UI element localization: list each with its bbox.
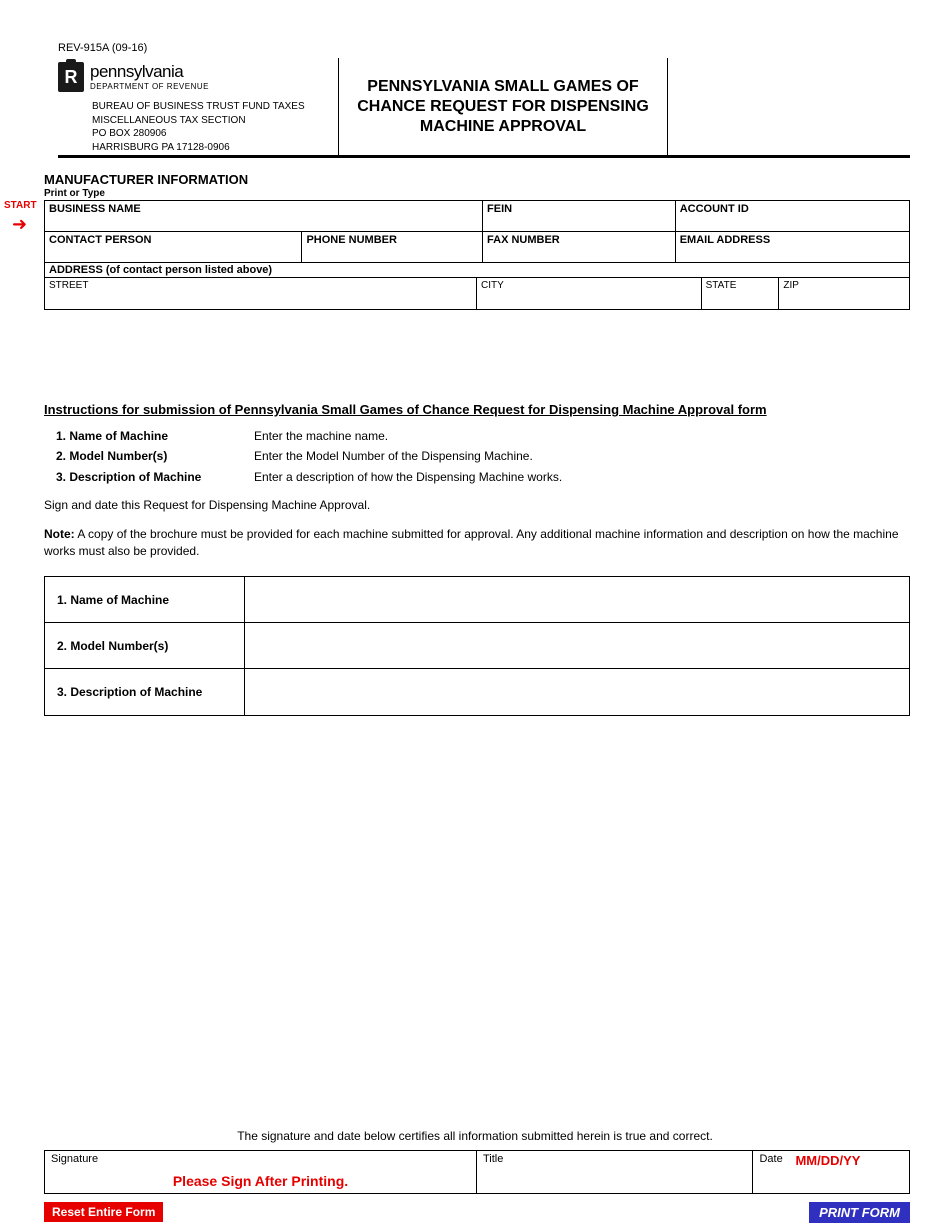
bureau-line: PO BOX 280906 — [92, 127, 305, 141]
department-name: DEPARTMENT OF REVENUE — [90, 82, 209, 91]
note-label: Note: — [44, 527, 75, 541]
note-block: Note: A copy of the brochure must be pro… — [44, 526, 910, 561]
logo-text: pennsylvania DEPARTMENT OF REVENUE — [90, 62, 209, 91]
sign-date-line: Sign and date this Request for Dispensin… — [44, 498, 370, 512]
instruction-text: Enter the Model Number of the Dispensing… — [254, 446, 533, 466]
fein-field[interactable]: FEIN — [483, 201, 676, 232]
start-arrow-icon: ➜ — [12, 214, 27, 235]
form-title: PENNSYLVANIA SMALL GAMES OF CHANCE REQUE… — [338, 58, 668, 156]
note-text: A copy of the brochure must be provided … — [44, 527, 899, 558]
signature-table: Signature Please Sign After Printing. Ti… — [44, 1150, 910, 1194]
machine-row: 2. Model Number(s) — [45, 623, 909, 669]
email-field[interactable]: EMAIL ADDRESS — [676, 232, 909, 263]
title-label: Title — [483, 1153, 503, 1165]
print-or-type-label: Print or Type — [44, 188, 105, 199]
instruction-text: Enter a description of how the Dispensin… — [254, 467, 562, 487]
header-block: R pennsylvania DEPARTMENT OF REVENUE BUR… — [58, 58, 910, 158]
bureau-line: HARRISBURG PA 17128-0906 — [92, 141, 305, 155]
instruction-label: 1. Name of Machine — [56, 426, 254, 446]
address-header: ADDRESS (of contact person listed above) — [45, 263, 909, 278]
certification-line: The signature and date below certifies a… — [0, 1129, 950, 1143]
date-placeholder: MM/DD/YY — [795, 1153, 860, 1168]
instructions-list: 1. Name of Machine Enter the machine nam… — [56, 426, 562, 487]
instruction-row: 3. Description of Machine Enter a descri… — [56, 467, 562, 487]
state-field[interactable]: STATE — [702, 278, 780, 309]
date-field[interactable]: Date MM/DD/YY — [753, 1151, 909, 1193]
instruction-row: 1. Name of Machine Enter the machine nam… — [56, 426, 562, 446]
bureau-line: BUREAU OF BUSINESS TRUST FUND TAXES — [92, 100, 305, 114]
form-id: REV-915A (09-16) — [58, 42, 147, 54]
instructions-title: Instructions for submission of Pennsylva… — [44, 402, 767, 417]
sign-after-printing: Please Sign After Printing. — [45, 1173, 476, 1189]
manufacturer-info-table: BUSINESS NAME FEIN ACCOUNT ID CONTACT PE… — [44, 200, 910, 310]
machine-row: 3. Description of Machine — [45, 669, 909, 715]
logo-area: R pennsylvania DEPARTMENT OF REVENUE — [58, 62, 209, 92]
description-field[interactable] — [245, 669, 909, 715]
instruction-label: 2. Model Number(s) — [56, 446, 254, 466]
description-label: 3. Description of Machine — [45, 669, 245, 715]
model-number-field[interactable] — [245, 623, 909, 668]
model-number-label: 2. Model Number(s) — [45, 623, 245, 668]
bureau-address: BUREAU OF BUSINESS TRUST FUND TAXES MISC… — [92, 100, 305, 154]
date-label: Date — [759, 1153, 782, 1165]
section-heading: MANUFACTURER INFORMATION — [44, 172, 248, 187]
zip-field[interactable]: ZIP — [779, 278, 909, 309]
instruction-text: Enter the machine name. — [254, 426, 388, 446]
bureau-line: MISCELLANEOUS TAX SECTION — [92, 114, 305, 128]
fax-field[interactable]: FAX NUMBER — [483, 232, 676, 263]
state-name: pennsylvania — [90, 62, 209, 82]
instruction-row: 2. Model Number(s) Enter the Model Numbe… — [56, 446, 562, 466]
start-label: START — [4, 200, 37, 211]
title-field[interactable]: Title — [477, 1151, 753, 1193]
phone-field[interactable]: PHONE NUMBER — [302, 232, 483, 263]
machine-name-label: 1. Name of Machine — [45, 577, 245, 622]
reset-form-button[interactable]: Reset Entire Form — [44, 1202, 163, 1222]
signature-label: Signature — [51, 1153, 98, 1165]
city-field[interactable]: CITY — [477, 278, 702, 309]
contact-person-field[interactable]: CONTACT PERSON — [45, 232, 302, 263]
business-name-field[interactable]: BUSINESS NAME — [45, 201, 483, 232]
print-form-button[interactable]: PRINT FORM — [809, 1202, 910, 1223]
account-id-field[interactable]: ACCOUNT ID — [676, 201, 909, 232]
keystone-icon: R — [58, 62, 84, 92]
street-field[interactable]: STREET — [45, 278, 477, 309]
instruction-label: 3. Description of Machine — [56, 467, 254, 487]
signature-field[interactable]: Signature Please Sign After Printing. — [45, 1151, 477, 1193]
machine-row: 1. Name of Machine — [45, 577, 909, 623]
machine-table: 1. Name of Machine 2. Model Number(s) 3.… — [44, 576, 910, 716]
machine-name-field[interactable] — [245, 577, 909, 622]
